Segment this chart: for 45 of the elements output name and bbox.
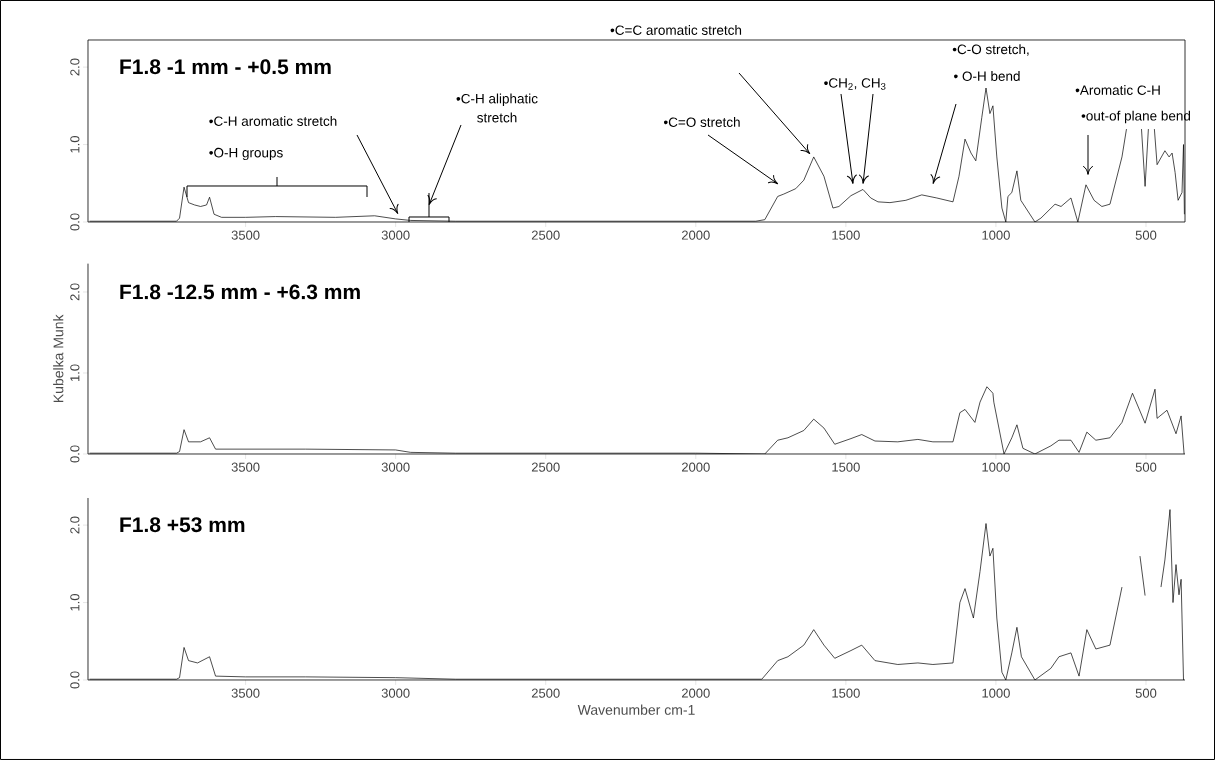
- y-tick-label: 1.0: [70, 364, 80, 382]
- text: •C=C aromatic stretch: [610, 25, 742, 35]
- y-tick-label: 2.0: [70, 283, 80, 301]
- x-tick-label: 3500: [231, 688, 260, 698]
- y-tick-label: 2.0: [70, 58, 80, 76]
- annotation: •C-H aromatic stretch: [209, 116, 337, 126]
- y-tick-label: 0.0: [70, 213, 80, 231]
- annotation: •C-H aliphatic stretch: [456, 93, 538, 123]
- x-tick-label: 3500: [231, 462, 260, 472]
- annotation: •C-O stretch,: [952, 44, 1029, 56]
- y-tick-label: 0.0: [70, 671, 80, 689]
- x-tick-label: 2000: [681, 688, 710, 698]
- y-axis-title: Kubelka Munk: [53, 314, 64, 403]
- x-tick-label: 3000: [381, 462, 410, 472]
- x-tick-label: 1500: [832, 462, 860, 472]
- x-tick-label: 1000: [982, 688, 1010, 698]
- x-tick-label: 1000: [982, 462, 1010, 472]
- x-tick-label: 3000: [381, 688, 410, 698]
- y-tick-label: 0.0: [70, 445, 80, 463]
- annotation: •CH$_{2}$, CH$_{3}$: [824, 78, 886, 90]
- y-tick-label: 1.0: [70, 136, 80, 153]
- x-tick-label: 2000: [681, 230, 710, 240]
- x-axis-title: Wavenumber cm-1: [577, 704, 695, 715]
- annotation: • O-H bend: [954, 71, 1020, 81]
- annotation: •out-of plane bend: [1081, 110, 1191, 124]
- annotation: •O-H groups: [209, 147, 283, 161]
- text: F1.8 -1 mm - +0.5 mm: [120, 59, 331, 75]
- y-tick-label: 2.0: [70, 516, 80, 534]
- x-tick-label: 2500: [531, 462, 560, 472]
- x-tick-label: 3000: [381, 230, 410, 240]
- x-tick-label: 2500: [531, 688, 560, 698]
- x-tick-label: 2500: [531, 230, 560, 240]
- x-tick-label: 1000: [982, 230, 1010, 240]
- x-tick-label: 1500: [832, 230, 860, 240]
- x-tick-label: 500: [1135, 462, 1157, 472]
- x-tick-label: 500: [1135, 688, 1157, 698]
- x-tick-label: 500: [1135, 230, 1157, 240]
- x-tick-label: 3500: [231, 230, 260, 240]
- annotation: •C=O stretch: [663, 117, 740, 127]
- text: F1.8 -12.5 mm - +6.3 mm: [120, 284, 360, 300]
- x-tick-label: 1500: [832, 688, 860, 698]
- y-tick-label: 1.0: [70, 594, 80, 611]
- x-tick-label: 2000: [681, 462, 710, 472]
- text: F1.8 +53 mm: [120, 517, 245, 533]
- annotation: •Aromatic C-H: [1075, 85, 1160, 95]
